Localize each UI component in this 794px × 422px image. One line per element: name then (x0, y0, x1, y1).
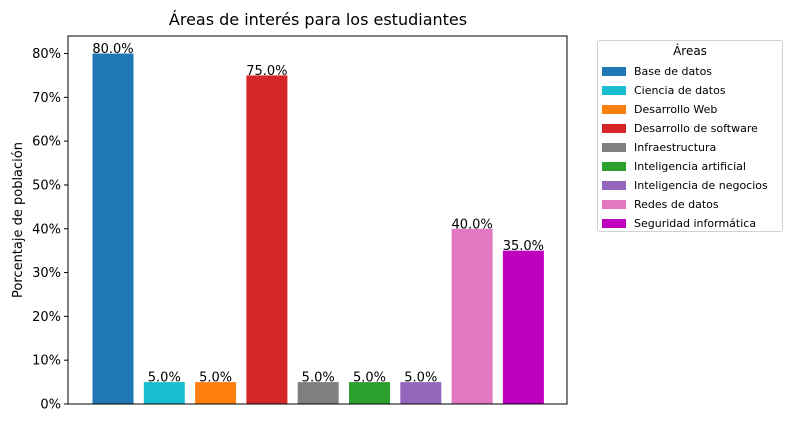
bar-value-label: 5.0% (199, 371, 232, 386)
legend-swatch (602, 85, 626, 95)
legend-swatch (602, 123, 626, 133)
legend-label: Ciencia de datos (634, 83, 726, 97)
legend-label: Desarrollo de software (634, 121, 758, 135)
legend-item: Redes de datos (602, 196, 719, 212)
legend-item: Desarrollo Web (602, 101, 717, 117)
legend-label: Base de datos (634, 64, 713, 78)
legend-label: Inteligencia artificial (634, 159, 746, 173)
bar-value-label: 80.0% (92, 42, 133, 57)
legend-title: Áreas (673, 44, 707, 58)
bar-value-label: 5.0% (148, 371, 181, 386)
bar-value-label: 5.0% (302, 371, 335, 386)
legend-label: Desarrollo Web (634, 102, 718, 116)
bar (451, 228, 493, 404)
legend-item: Infraestructura (602, 139, 716, 155)
legend-label: Seguridad informática (634, 216, 757, 230)
bar (195, 382, 237, 404)
bar-value-label: 75.0% (246, 64, 287, 79)
y-tick-label: 20% (32, 310, 61, 325)
legend-item: Inteligencia artificial (602, 158, 746, 174)
legend-swatch (602, 104, 626, 114)
legend-swatch (602, 66, 626, 76)
y-tick-label: 60% (32, 135, 61, 150)
y-tick-label: 0% (40, 398, 61, 413)
bar (297, 382, 339, 404)
legend-swatch (602, 199, 626, 209)
legend: Áreas Base de datos Ciencia de datos Desar… (597, 40, 783, 232)
bar (246, 75, 288, 404)
legend-item: Base de datos (602, 63, 712, 79)
bar-value-label: 5.0% (353, 371, 386, 386)
legend-label: Redes de datos (634, 197, 719, 211)
bar (349, 382, 390, 404)
bar (502, 250, 544, 404)
y-tick-label: 50% (32, 178, 61, 193)
legend-swatch (602, 180, 626, 190)
bar-value-label: 35.0% (503, 239, 544, 254)
legend-item: Ciencia de datos (602, 82, 726, 98)
bar-value-label: 5.0% (404, 371, 437, 386)
y-tick-label: 70% (32, 91, 61, 106)
y-tick-label: 80% (32, 47, 61, 62)
legend-label: Inteligencia de negocios (634, 178, 768, 192)
bar (92, 53, 134, 405)
legend-item: Inteligencia de negocios (602, 177, 768, 193)
bar-value-label: 40.0% (451, 217, 492, 232)
legend-swatch (602, 161, 626, 171)
bar (143, 382, 185, 404)
legend-label: Infraestructura (634, 140, 717, 154)
y-tick-label: 30% (32, 266, 61, 281)
chart-title: Áreas de interés para los estudiantes (169, 10, 467, 29)
legend-swatch (602, 142, 626, 152)
legend-item: Seguridad informática (602, 215, 756, 231)
y-tick-label: 10% (32, 354, 61, 369)
y-tick-label: 40% (32, 222, 61, 237)
y-axis-label: Porcentaje de población (11, 142, 26, 298)
bar (400, 382, 442, 404)
legend-swatch (602, 218, 626, 228)
plot-area-frame (67, 35, 568, 405)
legend-item: Desarrollo de software (602, 120, 758, 136)
